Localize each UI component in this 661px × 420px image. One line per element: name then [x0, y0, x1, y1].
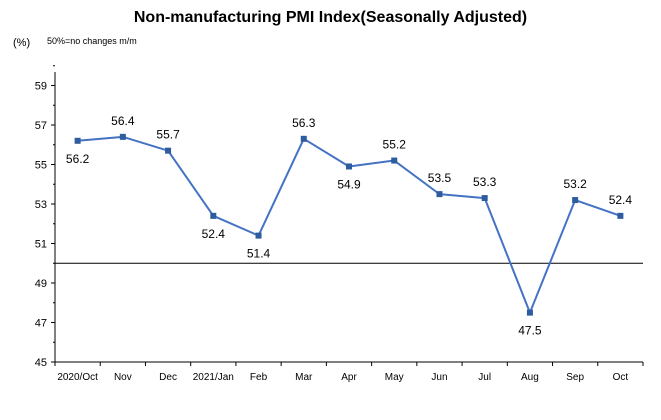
axes: 45 47 49 51 53 55 57 59 2020/Oct Nov Dec 2021/Jan Fe…	[35, 65, 644, 383]
x-tick-label: Dec	[159, 372, 177, 383]
x-tick-label: Sep	[566, 372, 584, 383]
data-point	[526, 309, 533, 316]
y-tick-label: 59	[35, 81, 47, 93]
data-point	[436, 191, 443, 198]
data-label: 55.2	[383, 138, 407, 152]
data-label: 53.2	[563, 177, 587, 191]
y-tick-label: 49	[35, 278, 47, 290]
data-point	[300, 135, 307, 142]
y-tick-label: 45	[35, 357, 47, 369]
x-tick-label: Feb	[250, 372, 268, 383]
data-point	[74, 137, 81, 144]
x-tick-label: 2021/Jan	[193, 372, 234, 383]
series-line	[74, 133, 624, 316]
pmi-line	[77, 135, 621, 314]
data-point	[119, 133, 126, 140]
x-tick-label: Apr	[341, 372, 357, 383]
data-point	[481, 195, 488, 202]
y-unit-label: (%)	[13, 37, 31, 49]
x-tick-label: Oct	[613, 372, 629, 383]
x-tick-label: Mar	[295, 372, 313, 383]
data-point	[572, 197, 579, 204]
data-label: 56.4	[111, 114, 135, 128]
y-tick-label: 53	[35, 199, 47, 211]
data-label: 53.5	[428, 171, 452, 185]
data-label: 53.3	[473, 175, 497, 189]
data-labels: 56.2 56.4 55.7 52.4 51.4 56.3 54.9 55.2 53.5 53.3…	[66, 114, 632, 338]
y-tick-label: 47	[35, 318, 47, 330]
data-point	[617, 212, 624, 219]
data-label: 56.2	[66, 152, 90, 166]
y-tick-label: 55	[35, 160, 47, 172]
data-point	[210, 212, 217, 219]
data-point	[165, 147, 172, 154]
data-label: 52.4	[202, 227, 226, 241]
data-label: 51.4	[247, 247, 271, 261]
x-tick-label: Jul	[478, 372, 491, 383]
data-label: 56.3	[292, 116, 316, 130]
x-tick-label: May	[385, 372, 404, 383]
y-tick-label: 57	[35, 120, 47, 132]
data-label: 47.5	[518, 324, 542, 338]
chart-note: 50%=no changes m/m	[47, 36, 137, 46]
data-label: 52.4	[609, 193, 633, 207]
data-label: 54.9	[337, 177, 361, 191]
x-tick-label: Nov	[114, 372, 132, 383]
x-tick-label: Jun	[431, 372, 447, 383]
chart-title: Non-manufacturing PMI Index(Seasonally A…	[133, 9, 528, 26]
data-point	[346, 163, 352, 170]
x-tick-label: 2020/Oct	[57, 372, 98, 383]
x-tick-label: Aug	[521, 372, 539, 383]
data-point	[391, 157, 398, 164]
data-label: 55.7	[156, 128, 180, 142]
y-tick-label: 51	[35, 239, 47, 251]
data-point	[255, 232, 262, 239]
